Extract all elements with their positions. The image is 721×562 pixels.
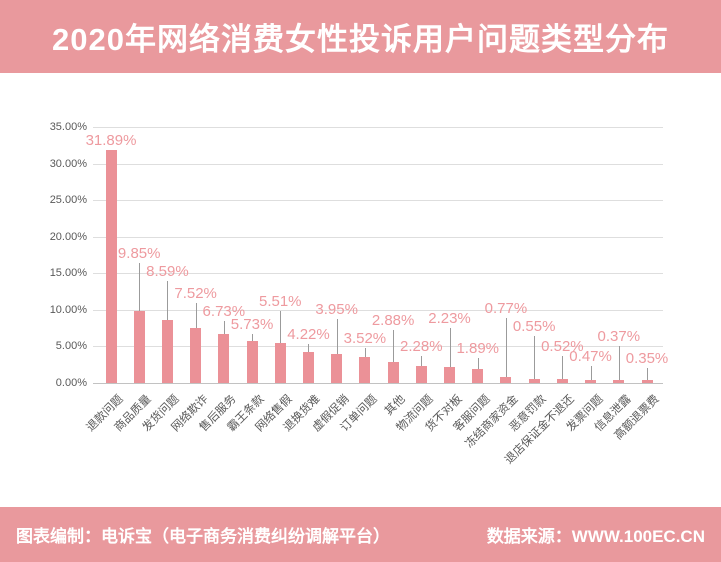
bar-chart: 35.00% 30.00% 25.00% 20.00% 15.00% 10.00% 5.00…: [0, 73, 721, 507]
data-source-text: 数据来源：WWW.100EC.CN: [486, 527, 705, 546]
bar-value-label: 5.73%: [230, 316, 274, 334]
bar-value-label: 5.51%: [258, 292, 302, 310]
bar-value-label: 3.95%: [315, 300, 358, 318]
y-axis-tick-label: 35.00%: [49, 121, 87, 133]
label-leader-line: [393, 329, 395, 362]
label-leader-line: [252, 334, 254, 342]
gridline: [93, 200, 663, 202]
label-leader-line: [562, 356, 564, 380]
bar: [472, 369, 484, 383]
title-banner: 2020年网络消费女性投诉用户问题类型分布: [0, 0, 721, 73]
bar-value-label: 9.85%: [117, 245, 161, 263]
bar-value-label: 0.52%: [541, 338, 584, 356]
bar: [133, 310, 145, 383]
gridline: [93, 346, 663, 348]
label-leader-line: [647, 367, 648, 381]
label-leader-line: [449, 327, 451, 367]
bar-value-label: 3.52%: [343, 330, 387, 348]
bar-value-label: 31.89%: [85, 131, 137, 149]
label-leader-line: [590, 365, 592, 380]
y-axis-tick-label: 5.00%: [55, 340, 87, 353]
gridline: [93, 163, 663, 165]
bar: [641, 380, 653, 383]
gridline: [93, 127, 663, 128]
bar: [444, 366, 456, 383]
label-leader-line: [167, 280, 169, 321]
y-axis-tick-label: 15.00%: [49, 267, 87, 280]
bar-value-label: 1.89%: [456, 339, 500, 357]
bar: [302, 352, 314, 383]
label-leader-line: [421, 356, 423, 367]
bar: [246, 341, 258, 383]
bar-value-label: 2.23%: [428, 309, 471, 327]
bar-value-label: 0.55%: [512, 317, 556, 335]
bar: [359, 357, 371, 383]
bar-value-label: 0.37%: [597, 327, 641, 345]
bar: [274, 342, 286, 383]
bar-value-label: 6.73%: [202, 303, 246, 321]
bar-value-label: 7.52%: [174, 284, 217, 302]
label-leader-line: [477, 357, 479, 370]
label-leader-line: [534, 335, 536, 379]
label-leader-line: [336, 318, 338, 355]
bar-value-label: 0.77%: [484, 300, 528, 318]
label-leader-line: [280, 310, 282, 343]
y-axis-tick-label: 0.00%: [55, 377, 87, 389]
chart-credit-text: 图表编制：电诉宝（电子商务消费纠纷调解平台）: [16, 527, 390, 546]
footer-banner: 图表编制：电诉宝（电子商务消费纠纷调解平台） 数据来源：WWW.100EC.CN: [0, 507, 721, 562]
bar-value-label: 4.22%: [287, 325, 330, 343]
bar: [500, 377, 512, 383]
bar-value-label: 8.59%: [146, 262, 189, 280]
bar-value-label: 2.88%: [371, 311, 415, 329]
label-leader-line: [308, 343, 310, 353]
bar-value-label: 2.28%: [400, 338, 443, 356]
bar: [585, 379, 597, 383]
bar: [613, 380, 625, 383]
bar: [331, 354, 343, 383]
label-leader-line: [618, 345, 620, 381]
bar: [528, 378, 540, 383]
gridline: [93, 236, 663, 238]
y-axis-tick-label: 30.00%: [49, 157, 87, 170]
bar: [190, 327, 202, 383]
page-title: 2020年网络消费女性投诉用户问题类型分布: [52, 22, 669, 57]
x-axis-line: [93, 383, 663, 384]
gridline: [93, 273, 663, 275]
y-axis-tick-label: 25.00%: [49, 194, 87, 207]
gridline: [93, 309, 663, 311]
bar-value-label: 0.47%: [569, 347, 612, 365]
label-leader-line: [139, 263, 141, 311]
label-leader-line: [223, 321, 225, 334]
bar: [218, 333, 230, 383]
label-leader-line: [364, 348, 366, 358]
bar: [105, 149, 117, 383]
label-leader-line: [195, 302, 197, 328]
bar: [556, 379, 568, 383]
bar-value-label: 0.35%: [625, 349, 669, 367]
bar: [415, 366, 427, 383]
bar: [387, 361, 399, 383]
y-axis-tick-label: 10.00%: [49, 303, 87, 316]
bar: [161, 320, 173, 383]
y-axis-tick-label: 20.00%: [49, 230, 87, 243]
label-leader-line: [505, 318, 507, 378]
